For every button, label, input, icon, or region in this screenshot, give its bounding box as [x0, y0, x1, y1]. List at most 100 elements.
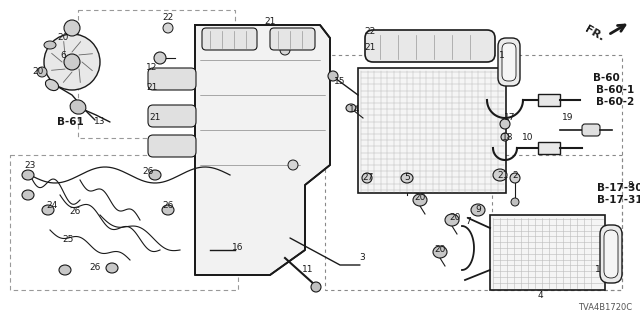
Text: 26: 26 [69, 207, 81, 217]
Bar [490, 215, 605, 290]
Text: 5: 5 [404, 173, 410, 182]
Ellipse shape [22, 170, 34, 180]
Ellipse shape [45, 79, 58, 91]
Text: 4: 4 [537, 292, 543, 300]
Bar [78, 10, 235, 138]
Bar [538, 142, 560, 154]
Text: 25: 25 [62, 236, 74, 244]
Text: 24: 24 [46, 201, 58, 210]
Text: 7: 7 [465, 218, 471, 227]
FancyBboxPatch shape [148, 135, 196, 157]
Text: 2: 2 [512, 171, 518, 180]
FancyBboxPatch shape [582, 124, 600, 136]
Text: 11: 11 [302, 266, 314, 275]
Ellipse shape [149, 170, 161, 180]
FancyBboxPatch shape [498, 38, 520, 86]
FancyBboxPatch shape [270, 28, 315, 50]
Text: 20: 20 [414, 194, 426, 203]
Ellipse shape [59, 265, 71, 275]
Text: 20: 20 [435, 245, 445, 254]
Bar [358, 68, 506, 193]
Text: 20: 20 [449, 213, 461, 222]
Text: 21: 21 [149, 114, 161, 123]
Ellipse shape [413, 194, 427, 206]
Text: B-17-31: B-17-31 [597, 195, 640, 205]
Ellipse shape [44, 34, 100, 90]
Ellipse shape [163, 23, 173, 33]
FancyBboxPatch shape [600, 225, 622, 283]
FancyBboxPatch shape [604, 230, 618, 278]
Text: 20: 20 [58, 34, 68, 43]
Text: 21: 21 [364, 44, 376, 52]
Ellipse shape [42, 205, 54, 215]
Ellipse shape [64, 20, 80, 36]
Text: 18: 18 [502, 133, 514, 142]
Text: 3: 3 [359, 253, 365, 262]
Ellipse shape [162, 205, 174, 215]
FancyBboxPatch shape [202, 28, 257, 50]
Ellipse shape [22, 190, 34, 200]
Text: 27: 27 [362, 173, 374, 182]
Ellipse shape [64, 54, 80, 70]
Ellipse shape [154, 52, 166, 64]
Ellipse shape [500, 119, 510, 129]
Ellipse shape [445, 214, 459, 226]
Text: 21: 21 [147, 83, 157, 92]
FancyBboxPatch shape [502, 43, 516, 81]
Text: 16: 16 [232, 244, 244, 252]
Ellipse shape [433, 246, 447, 258]
Text: 12: 12 [147, 63, 157, 73]
FancyBboxPatch shape [365, 30, 495, 62]
Text: 10: 10 [522, 133, 534, 142]
Text: 8: 8 [627, 180, 633, 189]
Text: 26: 26 [90, 263, 100, 273]
Text: 23: 23 [24, 161, 36, 170]
Text: B-17-30: B-17-30 [597, 183, 640, 193]
Ellipse shape [401, 173, 413, 183]
Ellipse shape [362, 173, 372, 183]
Text: 15: 15 [334, 77, 346, 86]
Ellipse shape [510, 173, 520, 183]
Ellipse shape [328, 71, 338, 81]
Text: 6: 6 [60, 51, 66, 60]
Text: 1: 1 [499, 51, 505, 60]
Text: 26: 26 [163, 201, 173, 210]
Bar [538, 94, 560, 106]
Bar [492, 155, 622, 290]
Ellipse shape [511, 198, 519, 206]
Ellipse shape [106, 263, 118, 273]
Text: FR.: FR. [583, 25, 606, 44]
Text: B-61: B-61 [57, 117, 84, 127]
Text: B-60: B-60 [593, 73, 620, 83]
Ellipse shape [471, 204, 485, 216]
Ellipse shape [280, 45, 290, 55]
Polygon shape [195, 25, 330, 275]
Text: 20: 20 [32, 68, 44, 76]
Ellipse shape [70, 100, 86, 114]
Text: 26: 26 [142, 167, 154, 177]
Text: 21: 21 [264, 18, 276, 27]
Bar [10, 155, 238, 290]
Text: B-60-1: B-60-1 [596, 85, 634, 95]
Text: 13: 13 [94, 117, 106, 126]
Ellipse shape [346, 104, 356, 112]
Ellipse shape [44, 41, 56, 49]
Text: 17: 17 [504, 114, 516, 123]
Text: 9: 9 [475, 205, 481, 214]
FancyBboxPatch shape [148, 105, 196, 127]
Text: 19: 19 [563, 114, 573, 123]
Text: 14: 14 [349, 106, 361, 115]
Text: TVA4B1720C: TVA4B1720C [578, 303, 632, 312]
Ellipse shape [501, 133, 509, 141]
Ellipse shape [493, 169, 507, 181]
Text: B-60-2: B-60-2 [596, 97, 634, 107]
Ellipse shape [37, 67, 47, 77]
Bar [325, 55, 622, 290]
Text: 21: 21 [497, 171, 509, 180]
FancyBboxPatch shape [148, 68, 196, 90]
Ellipse shape [311, 282, 321, 292]
Ellipse shape [288, 160, 298, 170]
Text: 22: 22 [163, 13, 173, 22]
Text: 22: 22 [364, 28, 376, 36]
Text: 1: 1 [595, 266, 601, 275]
